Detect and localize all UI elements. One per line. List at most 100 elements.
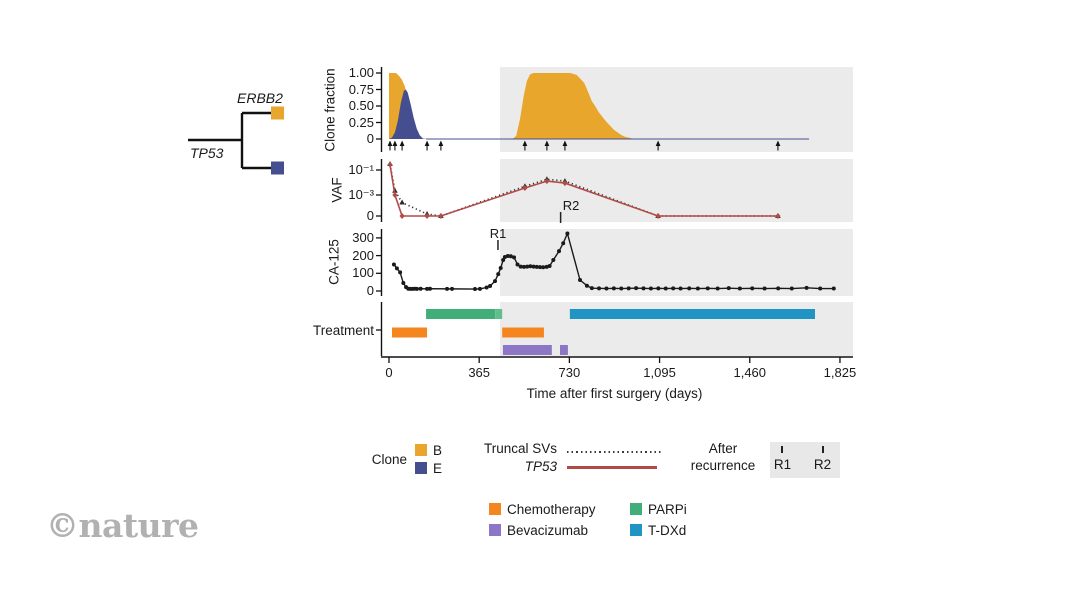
ca125-point — [518, 264, 523, 269]
vaf-marker-diamond — [392, 192, 398, 198]
treatment-bar-chemotherapy — [502, 327, 544, 338]
legend-clone-b-swatch — [415, 444, 427, 456]
treatment-bar-chemotherapy — [391, 327, 428, 338]
sample-arrow-head — [399, 140, 405, 146]
ca125-point — [512, 255, 517, 260]
y-axis-title-treatment: Treatment — [312, 323, 374, 338]
legend-r1-tick — [781, 446, 783, 453]
ca125-point — [678, 286, 683, 291]
ca125-point — [484, 285, 489, 290]
x-tick-label: 0 — [385, 365, 393, 380]
x-tick-label: 730 — [558, 365, 581, 380]
sample-arrow-head — [424, 140, 430, 146]
ca125-point — [525, 264, 530, 269]
ca125-point — [521, 264, 526, 269]
x-axis-title: Time after first surgery (days) — [526, 386, 703, 401]
ca125-point — [394, 266, 399, 271]
vaf-marker-diamond — [387, 161, 393, 168]
ca125-point — [391, 262, 396, 267]
ca125-point — [762, 286, 767, 291]
ca125-point — [428, 286, 433, 291]
ca125-y-tick-label: 300 — [352, 229, 374, 245]
ca125-point — [445, 286, 450, 291]
x-tick-label: 1,825 — [823, 365, 857, 380]
x-tick-label: 1,460 — [733, 365, 767, 380]
ca125-point — [789, 286, 794, 291]
legend-r2-label: R2 — [813, 457, 832, 472]
y-axis-title-clone-fraction: Clone fraction — [322, 68, 338, 152]
treatment-bar-bevacizumab — [502, 345, 552, 355]
ca125-point — [737, 286, 742, 291]
sample-arrow-head — [392, 140, 398, 146]
axes — [376, 67, 853, 363]
ca125-point — [557, 249, 562, 254]
tree-tip-clone-b — [271, 106, 284, 120]
clone-y-tick-label: 0.25 — [348, 114, 374, 130]
vaf-marker-diamond — [775, 213, 781, 219]
ca125-point — [508, 254, 513, 259]
legend-bevacizumab-label: Bevacizumab — [507, 523, 589, 538]
vaf-marker-diamond — [544, 178, 550, 185]
legend-tp53-label: TP53 — [524, 459, 557, 474]
y-axis-title-vaf: VAF — [329, 177, 345, 203]
clone-y-tick-label: 1.00 — [348, 65, 374, 80]
ca125-point — [477, 286, 482, 291]
vaf-marker-diamond — [399, 213, 405, 219]
annotation-r2: R2 — [562, 198, 580, 213]
ca125-point — [541, 265, 546, 270]
ca125-point — [584, 283, 589, 288]
ca125-point — [715, 286, 720, 291]
ca125-point — [505, 253, 510, 258]
ca125-point — [498, 265, 503, 270]
sample-arrow-head — [655, 140, 661, 146]
ca125-point — [695, 286, 700, 291]
treatment-panel — [391, 309, 816, 355]
clone-y-tick-label: 0.75 — [348, 81, 374, 97]
treatment-bar-t-dxd — [569, 309, 816, 319]
tree-tip-clone-e — [271, 161, 284, 175]
ca125-point — [705, 286, 710, 291]
ca125-point — [818, 286, 823, 291]
ca125-point — [551, 258, 556, 263]
legend-bevacizumab-swatch — [489, 524, 501, 536]
vaf-marker-triangle — [399, 199, 405, 205]
clone-y-tick-label: 0.50 — [348, 98, 374, 113]
ca125-point — [565, 231, 570, 236]
ca125-point — [493, 279, 498, 284]
ca125-point — [663, 286, 668, 291]
ca125-point — [515, 262, 520, 267]
legend-clone-b-label: B — [433, 443, 443, 458]
legend-after-label-line1: After — [708, 441, 738, 456]
legend-chemotherapy-label: Chemotherapy — [507, 502, 596, 517]
ca125-y-tick-label: 0 — [366, 283, 374, 298]
treatment-bar-bevacizumab — [559, 345, 568, 355]
ca125-point — [776, 286, 781, 291]
after-recurrence-shading — [499, 229, 853, 296]
ca125-point — [425, 286, 430, 291]
legend-r1-label: R1 — [773, 457, 792, 472]
legend-clone-e-label: E — [433, 461, 443, 476]
nature-logo: ©nature — [46, 506, 199, 545]
vaf-marker-diamond — [562, 180, 568, 187]
ca125-point — [831, 286, 836, 291]
after-recurrence-shading — [499, 159, 853, 222]
x-tick-label: 1,095 — [643, 365, 676, 380]
sample-arrow-head — [544, 140, 550, 146]
legend-tdxd-swatch — [630, 524, 642, 536]
sample-arrow-head — [775, 140, 781, 146]
ca125-point — [641, 286, 646, 291]
legend-truncal-line — [567, 451, 661, 453]
ca125-point — [496, 272, 501, 277]
ca125-y-tick-label: 100 — [352, 265, 374, 281]
annotation-r1: R1 — [489, 226, 507, 241]
ca125-point — [634, 286, 639, 291]
legend-clone-label: Clone — [371, 452, 407, 467]
ca125-point — [401, 281, 406, 286]
ca125-point — [398, 270, 403, 275]
vaf-y-tick-label: 10⁻³ — [348, 187, 374, 202]
ca125-point — [578, 278, 583, 283]
ca125-point — [597, 286, 602, 291]
legend-tp53-line — [567, 466, 657, 469]
